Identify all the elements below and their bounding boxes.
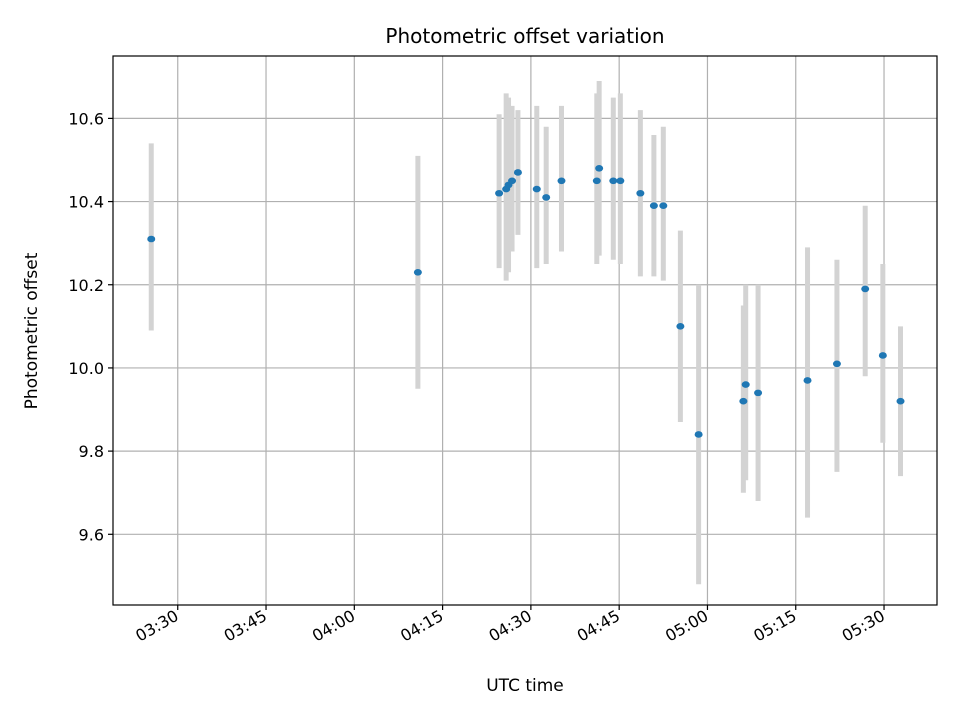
data-point — [147, 235, 156, 243]
data-point — [676, 323, 685, 330]
y-tick-label: 10.0 — [68, 359, 104, 378]
data-point — [609, 177, 618, 185]
data-point — [592, 177, 601, 185]
data-point — [513, 169, 522, 176]
data-point — [694, 431, 703, 438]
x-tick-label: 04:00 — [309, 606, 358, 646]
chart-title: Photometric offset variation — [385, 24, 664, 48]
data-point — [532, 185, 541, 193]
plot-frame — [112, 55, 938, 606]
data-point — [741, 381, 750, 388]
x-tick-label: 05:00 — [662, 606, 711, 646]
x-tick-label: 03:45 — [221, 606, 270, 646]
data-point — [659, 202, 668, 210]
data-point — [649, 202, 658, 210]
data-point — [495, 189, 504, 197]
x-tick-label: 04:15 — [397, 606, 446, 646]
data-point — [616, 177, 625, 185]
x-axis-label: UTC time — [486, 676, 564, 696]
y-tick-label: 10.4 — [68, 193, 104, 212]
data-point — [754, 389, 763, 397]
x-tick-label: 05:15 — [750, 606, 799, 646]
grid-layer — [113, 56, 937, 605]
data-points — [147, 164, 905, 438]
data-point — [542, 194, 551, 201]
data-point — [636, 189, 645, 197]
ticks: 03:30 03:45 04:00 04:15 04:30 04:45 05:00 05:15… — [68, 109, 888, 645]
data-point — [896, 397, 905, 405]
data-point — [832, 360, 841, 368]
data-point — [595, 164, 604, 172]
y-tick-label: 9.6 — [79, 525, 104, 544]
data-point — [861, 285, 870, 293]
data-point — [413, 268, 422, 276]
x-tick-label: 03:30 — [132, 606, 181, 646]
data-point — [508, 177, 517, 185]
data-point — [878, 352, 887, 359]
data-point — [803, 377, 812, 384]
y-tick-label: 10.2 — [68, 276, 104, 295]
x-tick-label: 05:30 — [839, 606, 888, 646]
y-tick-label: 10.6 — [68, 109, 104, 128]
y-tick-label: 9.8 — [79, 442, 104, 461]
data-point — [739, 397, 748, 405]
data-point — [557, 177, 566, 185]
error-bars — [148, 80, 904, 585]
x-tick-label: 04:30 — [485, 606, 534, 646]
x-tick-label: 04:45 — [574, 606, 623, 646]
y-axis-label: Photometric offset — [22, 252, 42, 409]
